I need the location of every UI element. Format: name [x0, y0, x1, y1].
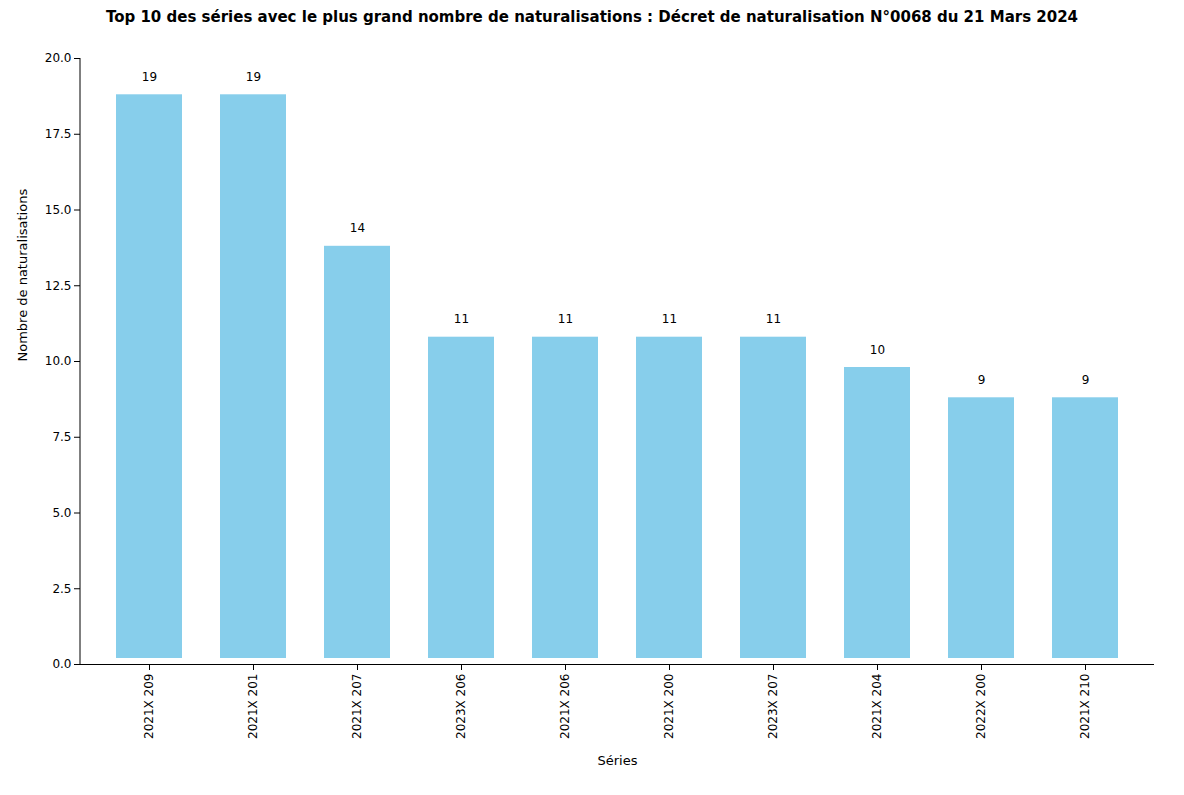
- svg-text:17.5: 17.5: [45, 127, 72, 141]
- svg-text:0.0: 0.0: [52, 657, 71, 671]
- svg-text:20.0: 20.0: [45, 51, 72, 65]
- svg-text:2021X 204: 2021X 204: [870, 673, 884, 738]
- svg-text:9: 9: [978, 372, 986, 386]
- svg-text:2021X 200: 2021X 200: [662, 673, 676, 738]
- svg-text:10.0: 10.0: [45, 354, 72, 368]
- svg-text:2022X 200: 2022X 200: [974, 673, 988, 738]
- svg-text:11: 11: [766, 312, 781, 326]
- svg-text:11: 11: [558, 312, 573, 326]
- svg-text:15.0: 15.0: [45, 202, 72, 216]
- svg-text:2.5: 2.5: [52, 581, 71, 595]
- svg-text:19: 19: [142, 69, 157, 83]
- svg-text:2021X 209: 2021X 209: [142, 673, 156, 738]
- svg-text:5.0: 5.0: [52, 505, 71, 519]
- svg-text:2021X 201: 2021X 201: [246, 673, 260, 738]
- html-text:Top 10 des séries avec le plus: Top 10 des séries avec le plus grand nom…: [105, 8, 1079, 26]
- svg-text:2023X 206: 2023X 206: [454, 673, 468, 738]
- svg-text:2021X 206: 2021X 206: [558, 673, 572, 738]
- svg-text:7.5: 7.5: [52, 430, 71, 444]
- svg-text:Nombre de naturalisations: Nombre de naturalisations: [15, 188, 30, 361]
- svg-text:10: 10: [870, 342, 885, 356]
- svg-text:Séries: Séries: [598, 752, 638, 767]
- svg-text:2023X 207: 2023X 207: [766, 673, 780, 738]
- svg-text:2021X 207: 2021X 207: [350, 673, 364, 738]
- svg-text:9: 9: [1082, 372, 1090, 386]
- svg-text:11: 11: [454, 312, 469, 326]
- svg-text:14: 14: [350, 221, 365, 235]
- svg-text:2021X 210: 2021X 210: [1078, 673, 1092, 738]
- svg-text:12.5: 12.5: [45, 278, 72, 292]
- svg-text:19: 19: [246, 69, 261, 83]
- svg-text:11: 11: [662, 312, 677, 326]
